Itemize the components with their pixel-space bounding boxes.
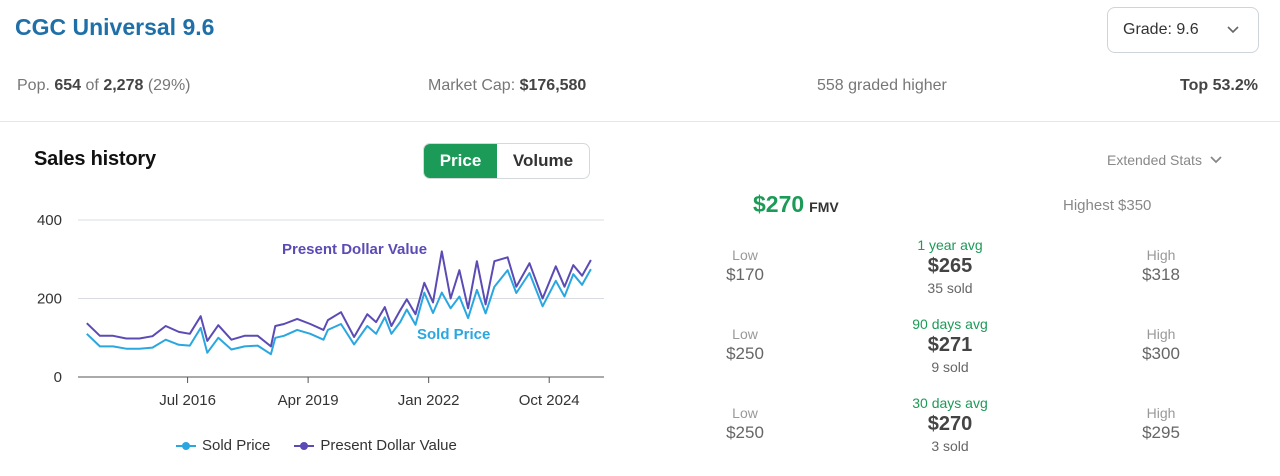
present-dollar-value-line bbox=[86, 250, 592, 348]
high-value: $295 bbox=[1142, 423, 1180, 442]
fmv-label: FMV bbox=[809, 199, 839, 215]
price-row-1-year: Low $170 1 year avg $265 35 sold High $3… bbox=[680, 237, 1240, 307]
present-value-swatch bbox=[294, 441, 315, 451]
pop-of: of bbox=[85, 77, 99, 94]
present-dollar-value-annotation: Present Dollar Value bbox=[282, 241, 427, 258]
sold-price-annotation: Sold Price bbox=[417, 326, 490, 343]
low-cell: Low $250 bbox=[680, 405, 810, 443]
avg-value: $271 bbox=[927, 334, 973, 356]
chevron-down-icon bbox=[1210, 156, 1222, 164]
population-stat: Pop. 654 of 2,278 (29%) bbox=[17, 77, 191, 95]
market-cap-label: Market Cap: bbox=[428, 77, 516, 94]
chart-mode-toggle: Price Volume bbox=[423, 143, 590, 179]
chevron-down-icon bbox=[1227, 26, 1239, 34]
price-row-30-days: Low $250 30 days avg $270 3 sold High $2… bbox=[680, 395, 1240, 465]
pop-count: 654 bbox=[54, 77, 82, 94]
page-title: CGC Universal 9.6 bbox=[15, 14, 215, 40]
avg-value: $265 bbox=[927, 255, 973, 277]
sold-price-swatch bbox=[176, 441, 196, 451]
market-cap-stat: Market Cap: $176,580 bbox=[428, 77, 586, 95]
market-cap-value: $176,580 bbox=[519, 77, 587, 94]
sales-history-chart: 400 200 0 Jul 2016 Apr 2019 Jan 2022 Oct 2024… bbox=[37, 212, 604, 409]
avg-value: $270 bbox=[927, 413, 973, 435]
low-value: $170 bbox=[726, 265, 764, 284]
x-tick-label: Oct 2024 bbox=[519, 392, 580, 409]
y-tick-label: 200 bbox=[37, 291, 62, 308]
sold-count: 9 sold bbox=[931, 359, 969, 375]
high-label: High bbox=[1146, 326, 1176, 342]
top-percent-stat: Top 53.2% bbox=[1180, 77, 1258, 94]
section-divider bbox=[0, 121, 1280, 122]
graded-higher-stat: 558 graded higher bbox=[817, 77, 947, 94]
sold-count: 35 sold bbox=[927, 280, 973, 296]
low-value: $250 bbox=[726, 344, 764, 363]
sold-count: 3 sold bbox=[931, 438, 969, 454]
sold-price-line bbox=[86, 268, 592, 356]
low-label: Low bbox=[732, 405, 758, 421]
avg-label: 1 year avg bbox=[917, 237, 983, 253]
avg-cell: 30 days avg $270 3 sold bbox=[880, 395, 1020, 454]
high-value: $300 bbox=[1142, 344, 1180, 363]
low-value: $250 bbox=[726, 423, 764, 442]
x-tick-label: Jul 2016 bbox=[159, 392, 216, 409]
high-label: High bbox=[1146, 247, 1176, 263]
fmv-value: $270 bbox=[753, 191, 805, 217]
high-label: High bbox=[1146, 405, 1176, 421]
legend-item-sold-price[interactable]: Sold Price bbox=[176, 437, 270, 454]
low-cell: Low $170 bbox=[680, 247, 810, 285]
avg-cell: 1 year avg $265 35 sold bbox=[880, 237, 1020, 296]
pop-pct: (29%) bbox=[147, 77, 191, 94]
low-label: Low bbox=[732, 247, 758, 263]
extended-stats-label: Extended Stats bbox=[1107, 152, 1202, 168]
volume-toggle-button[interactable]: Volume bbox=[512, 151, 574, 170]
high-value: $318 bbox=[1142, 265, 1180, 284]
pop-total: 2,278 bbox=[103, 77, 144, 94]
extended-stats-toggle[interactable]: Extended Stats bbox=[1107, 152, 1223, 168]
high-cell: High $300 bbox=[1096, 326, 1226, 364]
grade-select[interactable]: Grade: 9.6 bbox=[1107, 7, 1259, 53]
price-toggle-button[interactable]: Price bbox=[424, 144, 497, 178]
legend-label-sold-price: Sold Price bbox=[202, 437, 271, 454]
y-tick-label: 400 bbox=[37, 212, 62, 229]
sales-history-title: Sales history bbox=[34, 148, 156, 170]
chart-legend: Sold Price Present Dollar Value bbox=[176, 437, 481, 454]
pop-prefix: Pop. bbox=[17, 77, 50, 94]
x-tick-label: Apr 2019 bbox=[278, 392, 339, 409]
avg-cell: 90 days avg $271 9 sold bbox=[880, 316, 1020, 375]
low-cell: Low $250 bbox=[680, 326, 810, 364]
x-tick-label: Jan 2022 bbox=[398, 392, 460, 409]
avg-label: 90 days avg bbox=[912, 316, 988, 332]
high-cell: High $318 bbox=[1096, 247, 1226, 285]
y-tick-label: 0 bbox=[54, 369, 62, 386]
legend-item-present-value[interactable]: Present Dollar Value bbox=[294, 437, 457, 454]
highest-price: Highest $350 bbox=[1063, 197, 1152, 214]
high-cell: High $295 bbox=[1096, 405, 1226, 443]
fmv: $270 FMV bbox=[753, 191, 839, 218]
price-row-90-days: Low $250 90 days avg $271 9 sold High $3… bbox=[680, 316, 1240, 386]
grade-select-label: Grade: 9.6 bbox=[1123, 21, 1199, 38]
legend-label-present-value: Present Dollar Value bbox=[320, 437, 457, 454]
low-label: Low bbox=[732, 326, 758, 342]
avg-label: 30 days avg bbox=[912, 395, 988, 411]
